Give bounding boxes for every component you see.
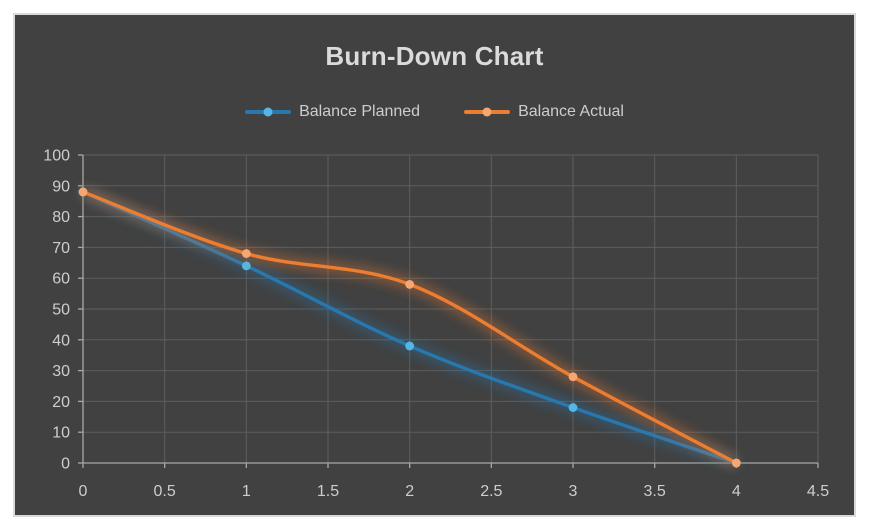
x-tick-label: 4 — [732, 483, 741, 500]
y-tick-label: 30 — [52, 363, 70, 380]
y-tick-label: 10 — [52, 425, 70, 442]
x-tick-label: 2.5 — [480, 483, 502, 500]
chart-title: Burn-Down Chart — [325, 41, 544, 71]
series-marker-balance-actual[interactable] — [731, 458, 741, 468]
y-tick-label: 50 — [52, 302, 70, 319]
y-tick-label: 0 — [61, 456, 70, 473]
legend-label: Balance Planned — [299, 103, 421, 120]
y-tick-label: 20 — [52, 394, 70, 411]
series-marker-balance-actual[interactable] — [78, 187, 88, 197]
x-tick-label: 1.5 — [317, 483, 339, 500]
legend-item-balance-planned[interactable]: Balance Planned — [245, 103, 420, 121]
legend-item-balance-actual[interactable]: Balance Actual — [464, 103, 624, 121]
series-marker-balance-actual[interactable] — [405, 279, 415, 289]
x-tick-label: 3 — [569, 483, 578, 500]
y-tick-label: 70 — [52, 240, 70, 257]
burndown-chart[interactable]: Burn-Down Chart Balance Planned Balance A… — [13, 13, 856, 517]
x-tick-label: 1 — [242, 483, 251, 500]
x-tick-label: 0 — [79, 483, 88, 500]
plot-area: 0 10 20 30 40 50 60 70 80 90 100 0 0.5 1 1.5 2 2.5 3 3.5 4 4… — [43, 148, 829, 501]
series-marker-balance-planned[interactable] — [568, 403, 578, 412]
y-tick-label: 40 — [52, 332, 70, 349]
y-tick-label: 90 — [52, 178, 70, 195]
y-tick-label: 60 — [52, 271, 70, 288]
legend-label: Balance Actual — [518, 103, 624, 120]
legend-marker-dot — [482, 107, 492, 117]
y-tick-label: 80 — [52, 209, 70, 226]
y-tick-label: 100 — [43, 148, 70, 165]
x-tick-label: 2 — [405, 483, 414, 500]
legend-line-swatch — [464, 107, 511, 117]
series-marker-balance-actual[interactable] — [568, 372, 578, 382]
series-marker-balance-planned[interactable] — [405, 341, 415, 351]
series-marker-balance-planned[interactable] — [241, 261, 251, 271]
x-tick-label: 3.5 — [644, 483, 666, 500]
legend-line-swatch — [245, 107, 292, 117]
series-marker-balance-actual[interactable] — [241, 249, 251, 258]
legend-marker-dot — [263, 107, 273, 117]
chart-legend: Balance Planned Balance Actual — [15, 103, 854, 121]
x-tick-label: 4.5 — [807, 483, 829, 500]
x-tick-label: 0.5 — [154, 483, 176, 500]
